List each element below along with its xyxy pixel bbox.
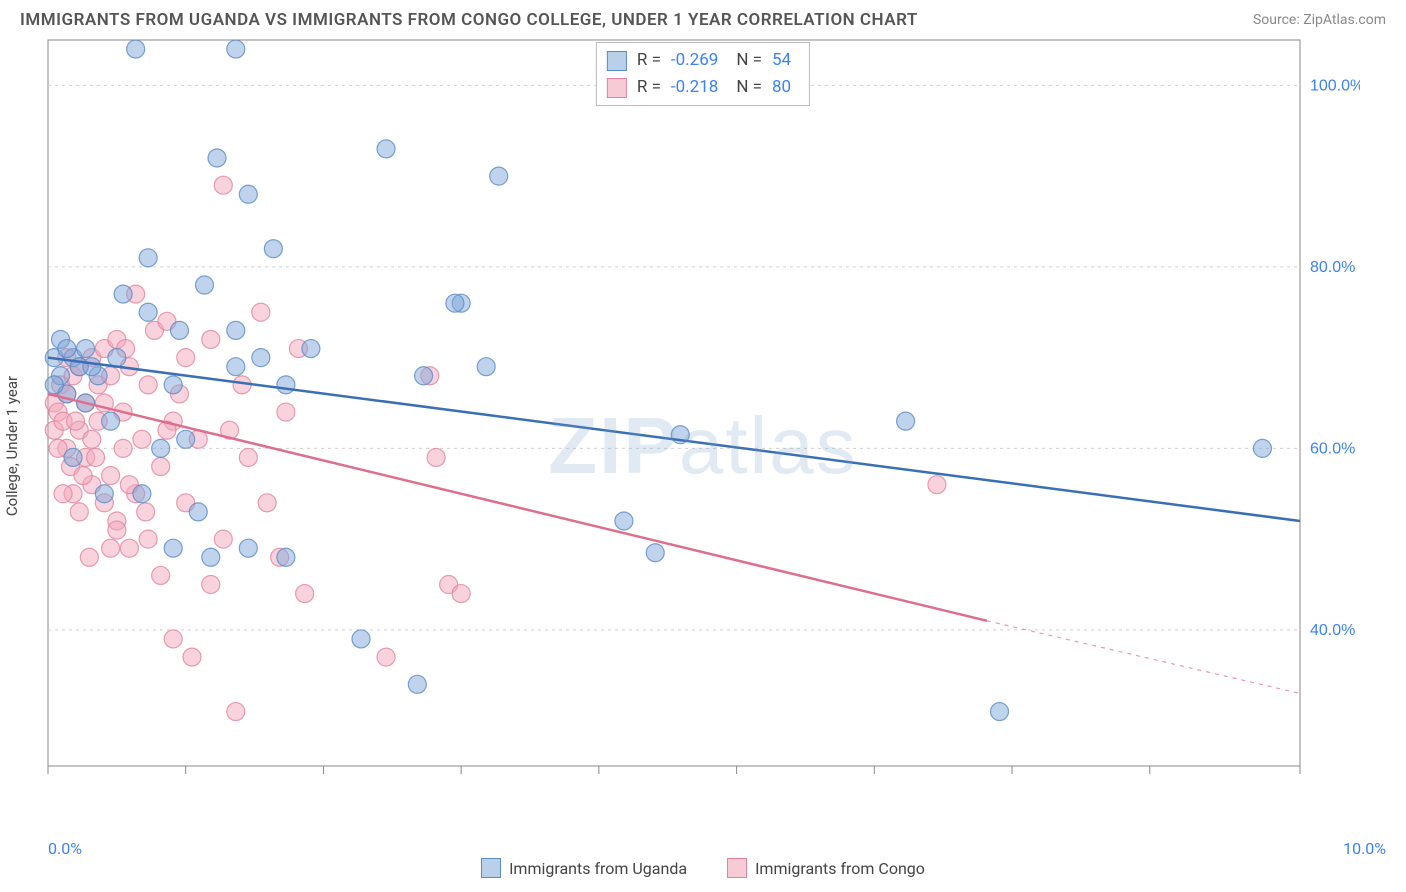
- legend-swatch-uganda: [481, 858, 501, 878]
- legend-swatch-congo: [727, 858, 747, 878]
- chart-area: College, Under 1 year 40.0%60.0%80.0%100…: [20, 36, 1386, 856]
- stats-legend: R = -0.269 N = 54 R = -0.218 N = 80: [596, 42, 810, 106]
- legend-label-congo: Immigrants from Congo: [755, 859, 925, 878]
- legend-label-uganda: Immigrants from Uganda: [509, 859, 687, 878]
- chart-container: 40.0%60.0%80.0%100.0% ZIPatlas R = -0.26…: [20, 36, 1386, 856]
- x-axis-min-label: 0.0%: [48, 839, 82, 858]
- legend-item-uganda: Immigrants from Uganda: [481, 858, 687, 878]
- stat-r-label: R =: [637, 47, 661, 74]
- scatter-chart-svg: 40.0% 60.0% 80.0% 100.0%: [20, 36, 1360, 806]
- legend-item-congo: Immigrants from Congo: [727, 858, 925, 878]
- chart-title: IMMIGRANTS FROM UGANDA VS IMMIGRANTS FRO…: [20, 10, 918, 30]
- stats-row-uganda: R = -0.269 N = 54: [607, 47, 799, 74]
- x-axis-max-label: 10.0%: [1343, 839, 1386, 858]
- stat-n-label: N =: [736, 74, 762, 101]
- svg-text:80.0%: 80.0%: [1310, 259, 1355, 276]
- svg-text:100.0%: 100.0%: [1310, 77, 1360, 94]
- chart-source: Source: ZipAtlas.com: [1253, 12, 1386, 28]
- stat-r-val-uganda: -0.269: [671, 47, 718, 74]
- chart-header: IMMIGRANTS FROM UGANDA VS IMMIGRANTS FRO…: [0, 0, 1406, 36]
- svg-text:40.0%: 40.0%: [1310, 622, 1355, 639]
- stat-n-label: N =: [736, 47, 762, 74]
- swatch-uganda: [607, 51, 627, 71]
- svg-text:60.0%: 60.0%: [1310, 440, 1355, 457]
- stat-n-val-uganda: 54: [772, 47, 791, 74]
- stat-n-val-congo: 80: [772, 74, 791, 101]
- stat-r-val-congo: -0.218: [671, 74, 718, 101]
- y-axis-label: College, Under 1 year: [3, 376, 21, 516]
- stats-row-congo: R = -0.218 N = 80: [607, 74, 799, 101]
- stat-r-label: R =: [637, 74, 661, 101]
- swatch-congo: [607, 78, 627, 98]
- bottom-legend: Immigrants from Uganda Immigrants from C…: [0, 858, 1406, 878]
